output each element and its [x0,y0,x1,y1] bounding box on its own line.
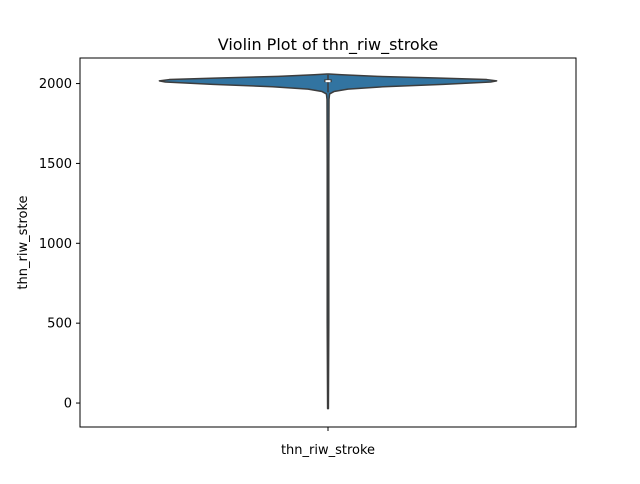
y-tick-label: 2000 [39,77,72,92]
violin-median [325,80,331,83]
violin-body [158,73,498,410]
y-tick-label: 0 [64,397,72,412]
x-tick-label: thn_riw_stroke [281,443,375,458]
chart-title: Violin Plot of thn_riw_stroke [218,35,439,55]
plot-layer [158,73,498,410]
y-tick-label: 1000 [39,237,72,252]
y-axis: 0 500 1000 1500 2000 [39,77,80,412]
y-tick-label: 1500 [39,157,72,172]
y-tick-label: 500 [47,317,72,332]
y-axis-label: thn_riw_stroke [16,195,31,289]
x-axis: thn_riw_stroke [281,427,375,458]
